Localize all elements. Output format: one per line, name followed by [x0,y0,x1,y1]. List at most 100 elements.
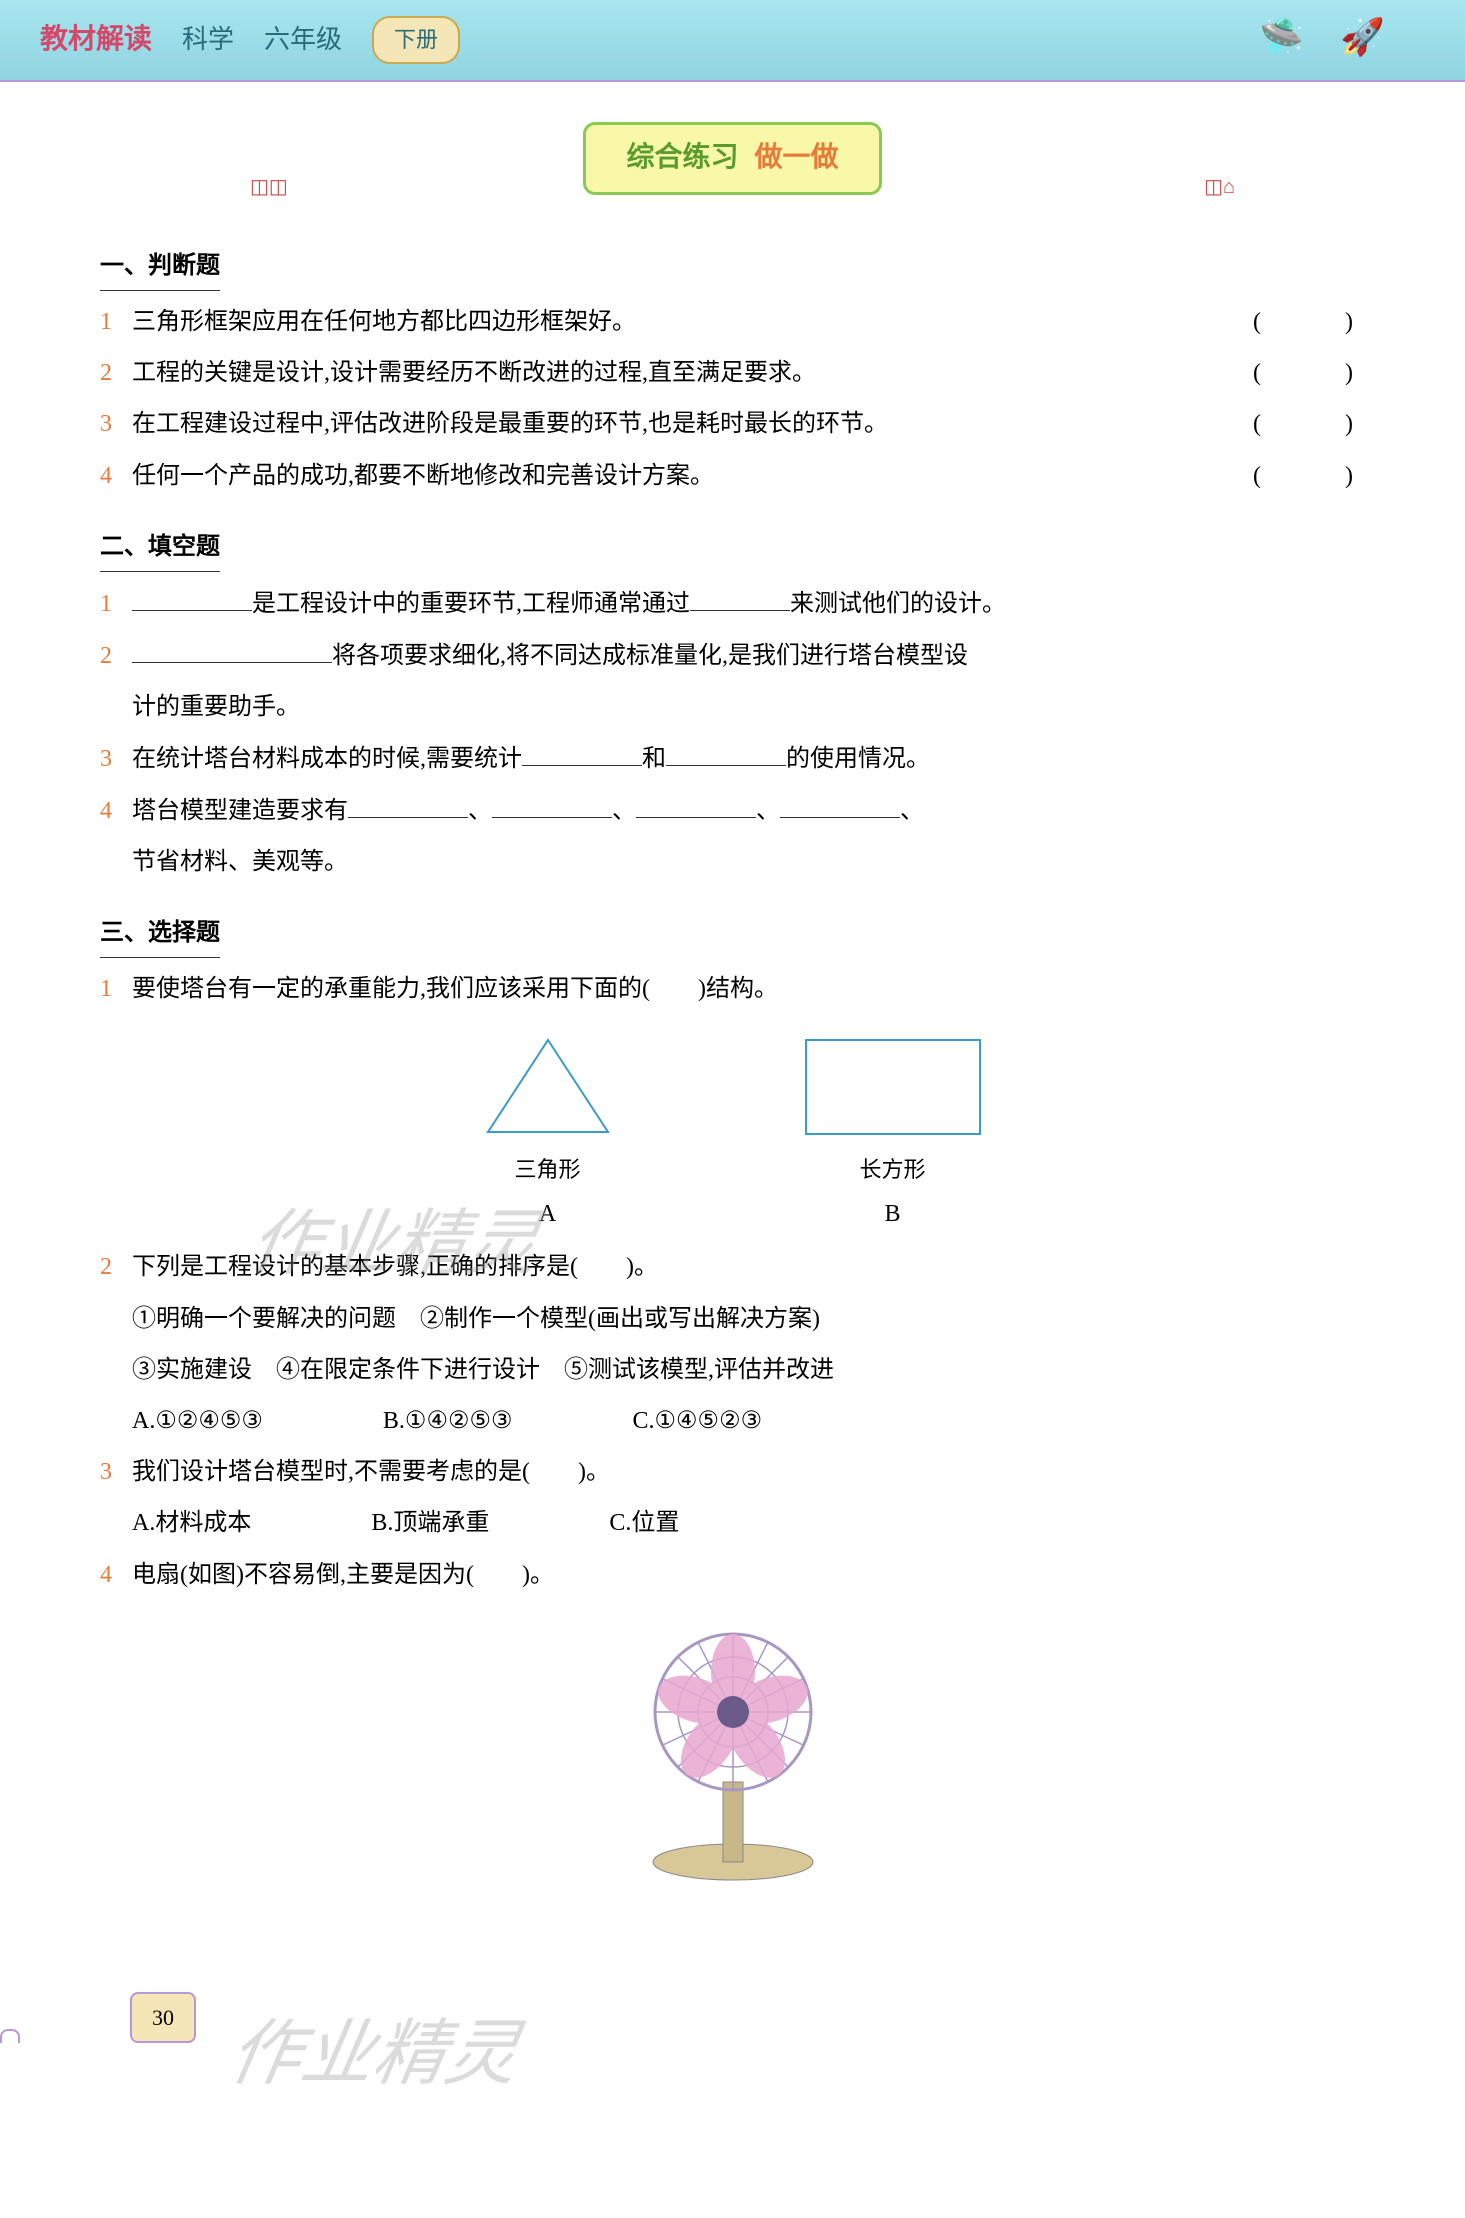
option-b: B.①④②⑤③ [383,1400,513,1443]
banner-box: 综合练习 做一做 [583,122,881,194]
answer-paren: ( ) [1253,301,1365,344]
s2-q2-row: 2 将各项要求细化,将不同达成标准量化,是我们进行塔台模型设 [100,634,1365,678]
q-text: 电扇(如图)不容易倒,主要是因为( )。 [132,1554,1365,1597]
banner-decoration-right-icon: ◫⌂ [1204,169,1235,205]
s2-q3-row: 3 在统计塔台材料成本的时候,需要统计 和 的使用情况。 [100,737,1365,781]
q-text: 在工程建设过程中,评估改进阶段是最重要的环节,也是耗时最长的环节。 [132,403,1253,446]
fill-blank [492,789,612,818]
q-text-part: 是工程设计中的重要环节,工程师通常通过 [252,591,690,617]
triangle-icon [478,1032,618,1142]
q-text-part: 塔台模型建造要求有 [132,798,348,824]
q-number: 3 [100,738,132,781]
q-text-part: 将各项要求细化,将不同达成标准量化,是我们进行塔台模型设 [332,643,968,669]
option-b: B.顶端承重 [371,1502,489,1545]
s3-q4-row: 4 电扇(如图)不容易倒,主要是因为( )。 [100,1554,1365,1597]
q-text-part: 来测试他们的设计。 [790,591,1006,617]
option-a: A.材料成本 [132,1502,251,1545]
section-3-header: 三、选择题 [100,912,220,958]
section-2-header: 二、填空题 [100,526,220,572]
q-number: 3 [100,403,132,446]
header-subject: 科学 [182,17,234,64]
q-text: 工程的关键是设计,设计需要经历不断改进的过程,直至满足要求。 [132,352,1253,395]
q-text: 塔台模型建造要求有 、 、 、 、 [132,789,1365,833]
s3-q2-options: A.①②④⑤③ B.①④②⑤③ C.①④⑤②③ [100,1400,1365,1443]
fill-blank [690,582,790,611]
q-number: 2 [100,352,132,395]
banner-decoration-left-icon: ◫◫ [250,169,288,205]
triangle-label: 三角形 [478,1150,618,1190]
header-grade: 六年级 [264,17,342,64]
answer-paren: ( ) [1253,403,1365,446]
q-number: 1 [100,583,132,626]
q-number: 1 [100,301,132,344]
fill-blank [132,634,332,663]
s3-q2-line1: ①明确一个要解决的问题 ②制作一个模型(画出或写出解决方案) [100,1298,1365,1341]
q-text: 是工程设计中的重要环节,工程师通常通过 来测试他们的设计。 [132,582,1365,626]
content-area: 一、判断题 1 三角形框架应用在任何地方都比四边形框架好。 ( ) 2 工程的关… [0,225,1465,1962]
q-text: 在统计塔台材料成本的时候,需要统计 和 的使用情况。 [132,737,1365,781]
q-number: 4 [100,455,132,498]
option-a: A.①②④⑤③ [132,1400,263,1443]
answer-paren: ( ) [1253,455,1365,498]
page-num-decor-icon [0,2029,20,2043]
banner-text-orange: 做一做 [755,142,839,173]
header-volume-badge: 下册 [372,16,460,64]
option-c: C.位置 [609,1502,679,1545]
q-number: 4 [100,1554,132,1597]
header-title: 教材解读 [40,15,152,65]
fill-blank [636,789,756,818]
q-number: 4 [100,790,132,833]
rectangle-shape: 长方形 B [798,1032,988,1237]
s3-q1-row: 1 要使塔台有一定的承重能力,我们应该采用下面的( )结构。 [100,968,1365,1011]
banner-text-green: 综合练习 [626,142,738,173]
rectangle-label: 长方形 [798,1150,988,1190]
fill-blank [132,582,252,611]
q-text: 任何一个产品的成功,都要不断地修改和完善设计方案。 [132,455,1253,498]
q-text-part: 、 [468,798,492,824]
page-number: 30 [130,1992,196,2044]
q-text: 我们设计塔台模型时,不需要考虑的是( )。 [132,1451,1365,1494]
rectangle-letter: B [798,1193,988,1236]
s3-q3-options: A.材料成本 B.顶端承重 C.位置 [100,1502,1365,1545]
s2-q4-row: 4 塔台模型建造要求有 、 、 、 、 [100,789,1365,833]
q-text-part: 和 [642,746,666,772]
q-text: 将各项要求细化,将不同达成标准量化,是我们进行塔台模型设 [132,634,1365,678]
fill-blank [666,737,786,766]
s1-q1-row: 1 三角形框架应用在任何地方都比四边形框架好。 ( ) [100,301,1365,344]
q-text-part: 在统计塔台材料成本的时候,需要统计 [132,746,522,772]
q-number: 3 [100,1451,132,1494]
fill-blank [780,789,900,818]
q-text-part: 、 [612,798,636,824]
s3-q2-row: 2 下列是工程设计的基本步骤,正确的排序是( )。 [100,1246,1365,1289]
s2-q2-cont: 计的重要助手。 [100,686,1365,729]
q-text-part: 、 [756,798,780,824]
s2-q1-row: 1 是工程设计中的重要环节,工程师通常通过 来测试他们的设计。 [100,582,1365,626]
fill-blank [522,737,642,766]
section-1-header: 一、判断题 [100,245,220,291]
q-number: 1 [100,968,132,1011]
q-text: 要使塔台有一定的承重能力,我们应该采用下面的( )结构。 [132,968,1365,1011]
rectangle-icon [798,1032,988,1142]
q-text-part: 的使用情况。 [786,746,930,772]
s1-q4-row: 4 任何一个产品的成功,都要不断地修改和完善设计方案。 ( ) [100,455,1365,498]
q-number: 2 [100,635,132,678]
fan-icon [623,1617,843,1887]
q-text: 三角形框架应用在任何地方都比四边形框架好。 [132,301,1253,344]
page-header: 教材解读 科学 六年级 下册 🛸 🚀 [0,0,1465,82]
q-number: 2 [100,1246,132,1289]
option-c: C.①④⑤②③ [633,1400,763,1443]
fill-blank [348,789,468,818]
q-text-part: 、 [900,798,924,824]
s2-q4-cont: 节省材料、美观等。 [100,841,1365,884]
q-text: 下列是工程设计的基本步骤,正确的排序是( )。 [132,1246,1365,1289]
triangle-letter: A [478,1193,618,1236]
s3-q3-row: 3 我们设计塔台模型时,不需要考虑的是( )。 [100,1451,1365,1494]
shapes-diagram: 三角形 A 长方形 B [100,1032,1365,1237]
fan-illustration [100,1617,1365,1902]
section-banner: ◫◫ 综合练习 做一做 ◫⌂ [0,122,1465,194]
header-decoration-icon: 🛸 🚀 [1259,5,1385,70]
triangle-shape: 三角形 A [478,1032,618,1237]
s1-q2-row: 2 工程的关键是设计,设计需要经历不断改进的过程,直至满足要求。 ( ) [100,352,1365,395]
s1-q3-row: 3 在工程建设过程中,评估改进阶段是最重要的环节,也是耗时最长的环节。 ( ) [100,403,1365,446]
answer-paren: ( ) [1253,352,1365,395]
